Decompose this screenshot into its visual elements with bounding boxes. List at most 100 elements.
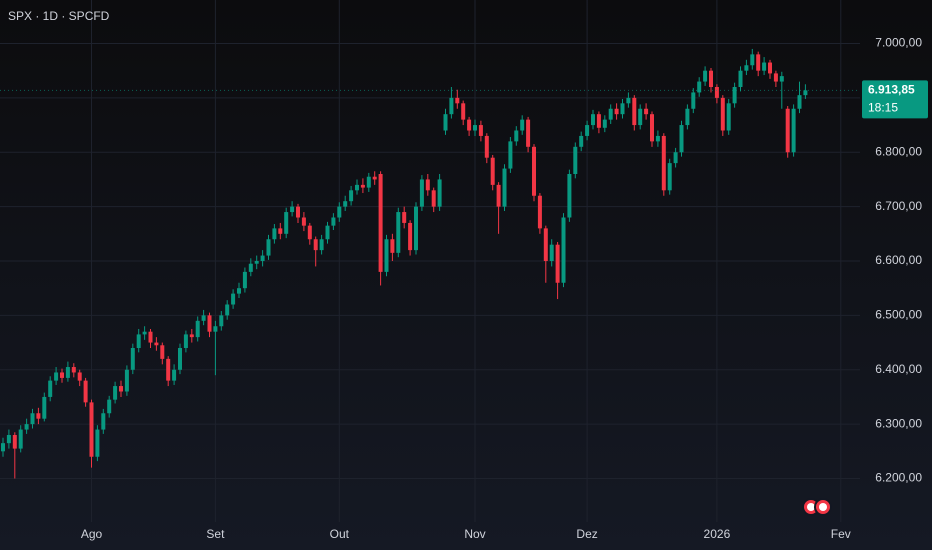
- candle-body: [644, 108, 649, 115]
- candle-body: [366, 176, 371, 188]
- candle-body: [313, 239, 318, 251]
- candle-body: [77, 372, 82, 381]
- candle-body: [768, 62, 772, 74]
- candle-body: [608, 108, 613, 120]
- candle-body: [484, 135, 489, 158]
- candle-body: [355, 184, 359, 191]
- labels: 6.200,00 6.300,00 6.400,00 6.500,00 6.600,00…: [81, 36, 928, 541]
- candle-body: [638, 108, 643, 126]
- candle-body: [431, 190, 436, 207]
- candle-body: [756, 54, 761, 71]
- candle-body: [142, 331, 147, 335]
- y-tick-label: 6.200,00: [875, 471, 922, 485]
- candle-body: [585, 125, 590, 136]
- candle-body: [248, 263, 253, 272]
- x-tick-label: Out: [330, 527, 350, 541]
- candle-body: [237, 288, 241, 294]
- candle-body: [319, 239, 324, 251]
- candle-body: [65, 367, 70, 378]
- candle-body: [673, 152, 678, 164]
- candle-body: [596, 114, 601, 128]
- candle-body: [113, 386, 118, 400]
- candle-body: [520, 119, 525, 131]
- candle-body: [48, 380, 53, 397]
- candle-body: [461, 103, 466, 120]
- candle-body: [124, 369, 129, 392]
- candle-body: [626, 97, 631, 104]
- candle-body: [172, 369, 177, 381]
- candle-body: [325, 225, 330, 240]
- y-tick-label: 6.400,00: [875, 362, 922, 376]
- candle-body: [697, 81, 702, 93]
- candle-body: [661, 135, 666, 191]
- candle-body: [803, 90, 808, 96]
- x-tick-label: Dez: [576, 527, 597, 541]
- candle-body: [738, 70, 743, 87]
- candle-body: [290, 206, 295, 213]
- candle-body: [496, 184, 501, 207]
- chart-title: SPX · 1D · SPCFD: [8, 9, 110, 23]
- candle-body: [360, 184, 365, 188]
- x-tick-label: Set: [206, 527, 225, 541]
- candle-body: [419, 179, 424, 207]
- candle-body: [178, 348, 182, 370]
- y-tick-label: 6.800,00: [875, 144, 922, 158]
- candle-body: [443, 114, 448, 131]
- candle-body: [473, 125, 477, 131]
- candle-body: [408, 222, 413, 251]
- y-tick-label: 6.300,00: [875, 416, 922, 430]
- candle-body: [101, 413, 106, 430]
- candle-body: [549, 244, 554, 261]
- candle-body: [24, 424, 29, 430]
- candle-body: [331, 217, 336, 226]
- candle-body: [720, 97, 725, 131]
- candles: [0, 48, 860, 479]
- candle-body: [526, 119, 531, 147]
- candle-body: [107, 399, 112, 414]
- candle-body: [189, 334, 194, 338]
- candle-body: [785, 108, 790, 153]
- candle-body: [667, 163, 672, 191]
- flag-icon-inner: [819, 503, 827, 511]
- candle-body: [467, 119, 472, 131]
- candle-body: [284, 212, 289, 234]
- candle-body: [337, 206, 342, 218]
- candle-body: [555, 244, 560, 283]
- candle-body: [414, 206, 418, 251]
- candle-body: [201, 315, 206, 321]
- candle-body: [225, 304, 230, 316]
- candle-body: [402, 212, 407, 223]
- candle-body: [437, 179, 442, 207]
- candle-body: [130, 348, 135, 370]
- candle-body: [685, 108, 690, 126]
- y-tick-label: 6.500,00: [875, 308, 922, 322]
- flag-icon-inner: [807, 503, 815, 511]
- candle-body: [614, 108, 619, 115]
- candle-body: [6, 435, 11, 444]
- candle-body: [478, 125, 483, 136]
- candle-body: [762, 62, 767, 71]
- candle-body: [490, 157, 495, 185]
- candle-body: [650, 114, 654, 142]
- candle-body: [42, 396, 47, 419]
- countdown-label: 18:15: [868, 101, 898, 115]
- candle-body: [561, 217, 566, 283]
- candle-body: [213, 326, 218, 332]
- candle-body: [726, 103, 731, 131]
- candle-body: [709, 70, 713, 87]
- candle-body: [231, 293, 236, 305]
- candle-body: [591, 114, 595, 126]
- grid: [0, 0, 860, 522]
- x-tick-label: Ago: [81, 527, 103, 541]
- candle-body: [148, 331, 153, 343]
- candle-body: [54, 372, 59, 381]
- candle-body: [714, 87, 719, 98]
- candle-body: [390, 239, 395, 253]
- candle-body: [679, 125, 684, 153]
- candle-body: [166, 358, 171, 381]
- candle-body: [537, 195, 542, 229]
- candle-body: [779, 76, 784, 82]
- candle-body: [119, 386, 123, 392]
- last-price-box: [862, 80, 928, 119]
